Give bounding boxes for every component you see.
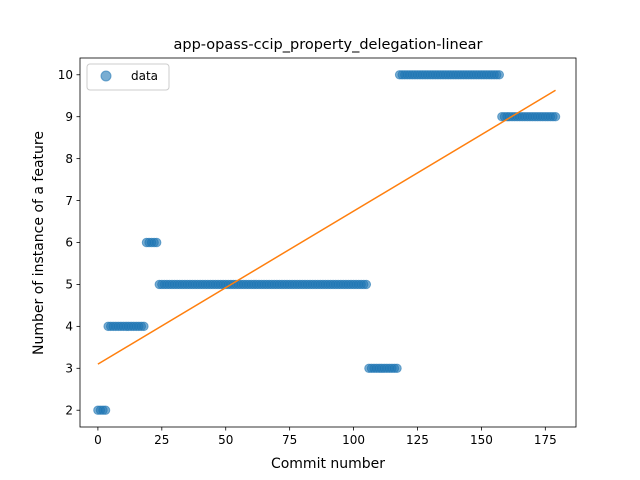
y-tick-label: 6 <box>65 236 73 250</box>
legend-marker <box>100 70 112 82</box>
x-tick-label: 100 <box>342 433 365 447</box>
y-tick-label: 2 <box>65 403 73 417</box>
data-point <box>100 405 111 415</box>
x-tick-label: 125 <box>406 433 429 447</box>
fit-line <box>97 89 556 365</box>
x-tick-label: 75 <box>282 433 297 447</box>
y-tick-label: 7 <box>65 194 73 208</box>
data-point <box>361 279 372 290</box>
y-tick-label: 10 <box>58 68 73 82</box>
legend-box <box>86 63 170 91</box>
data-point <box>392 363 402 373</box>
x-tick-label: 50 <box>218 433 233 447</box>
y-axis-label: Number of instance of a feature <box>31 131 47 355</box>
x-axis-label: Commit number <box>271 456 385 472</box>
y-tick-label: 9 <box>65 110 73 124</box>
data-point <box>494 70 504 80</box>
x-tick-label: 150 <box>470 433 493 447</box>
y-tick-label: 8 <box>65 152 73 166</box>
legend: data <box>86 63 170 91</box>
y-axis: 2 3 4 5 6 7 8 9 10 <box>58 68 80 417</box>
x-tick-label: 25 <box>154 433 169 447</box>
x-axis: 0 25 50 75 100 125 150 175 <box>94 427 557 447</box>
data-point <box>152 237 162 248</box>
y-tick-label: 4 <box>65 320 73 334</box>
x-tick-label: 0 <box>94 433 102 447</box>
data-point <box>550 112 561 122</box>
x-tick-label: 175 <box>534 433 557 447</box>
chart-title: app-opass-ccip_property_delegation-linea… <box>173 37 482 53</box>
y-tick-label: 3 <box>65 361 73 375</box>
y-tick-label: 5 <box>65 278 73 292</box>
data-point <box>139 321 149 332</box>
legend-label: data <box>131 69 158 83</box>
